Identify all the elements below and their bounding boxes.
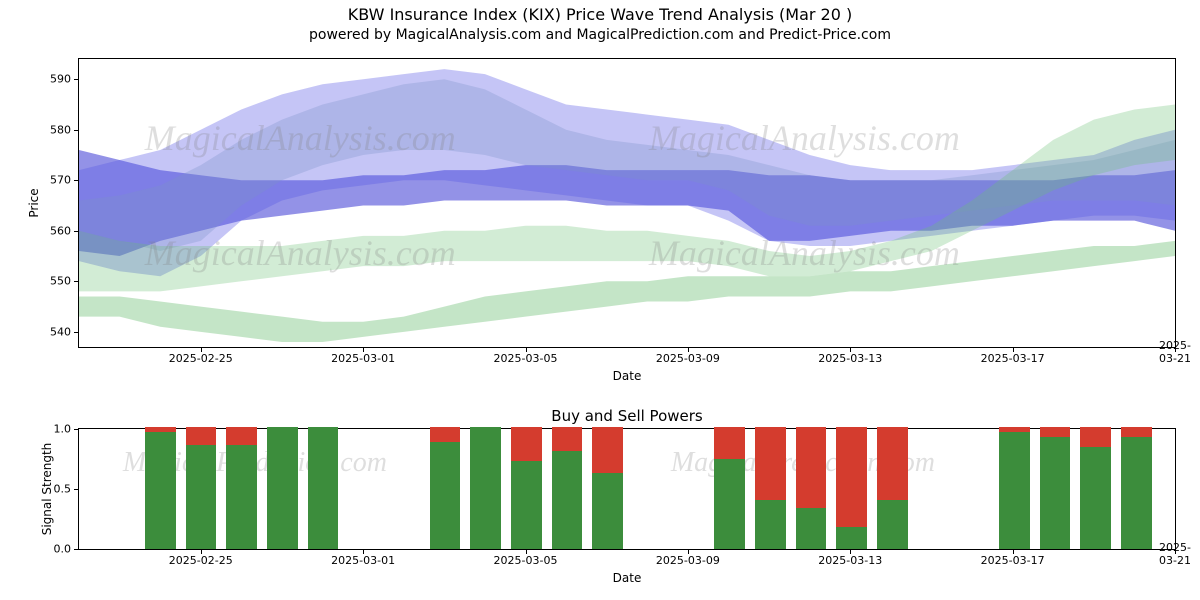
signal-bar — [267, 427, 298, 549]
buy-power-segment — [1040, 437, 1071, 549]
buy-power-segment — [308, 427, 339, 549]
buy-power-segment — [877, 500, 908, 549]
sell-power-segment — [592, 427, 623, 473]
x-tick-label: 2025-03-13 — [818, 554, 882, 567]
buy-power-segment — [796, 508, 827, 549]
x-tick-label: 2025-03-01 — [331, 352, 395, 365]
y-tick-label: 540 — [50, 325, 71, 338]
y-axis-label: Price — [27, 188, 41, 217]
buy-power-segment — [714, 459, 745, 549]
x-tick-label: 2025-02-25 — [169, 352, 233, 365]
buy-sell-panel: Buy and Sell Powers MagicalPrediction.co… — [78, 428, 1176, 550]
x-tick-label: 2025-03-21 — [1159, 339, 1191, 365]
sell-power-segment — [1040, 427, 1071, 437]
sell-power-segment — [226, 427, 257, 445]
y-tick-label: 1.0 — [54, 423, 72, 436]
y-axis-label: Signal Strength — [40, 443, 54, 536]
sell-power-segment — [511, 427, 542, 461]
sell-power-segment — [552, 427, 583, 451]
sell-power-segment — [755, 427, 786, 500]
signal-bar — [1121, 427, 1152, 549]
signal-bar — [836, 427, 867, 549]
signal-bar — [877, 427, 908, 549]
x-tick-label: 2025-03-09 — [656, 554, 720, 567]
signal-bar — [186, 427, 217, 549]
panel-title: Buy and Sell Powers — [551, 407, 702, 425]
signal-bar — [511, 427, 542, 549]
sell-power-segment — [145, 427, 176, 432]
signal-bar — [714, 427, 745, 549]
y-tick-label: 0.5 — [54, 483, 72, 496]
signal-bar — [1080, 427, 1111, 549]
buy-power-segment — [836, 527, 867, 549]
sell-power-segment — [836, 427, 867, 527]
sell-power-segment — [999, 427, 1030, 432]
y-tick-label: 550 — [50, 275, 71, 288]
signal-bar — [796, 427, 827, 549]
buy-power-segment — [511, 461, 542, 549]
signal-bar — [430, 427, 461, 549]
x-tick-label: 2025-03-01 — [331, 554, 395, 567]
x-tick-label: 2025-03-21 — [1159, 541, 1191, 567]
sell-power-segment — [1121, 427, 1152, 437]
sell-power-segment — [186, 427, 217, 445]
y-tick-label: 580 — [50, 123, 71, 136]
signal-bar — [592, 427, 623, 549]
x-axis-label: Date — [613, 571, 642, 585]
signal-bar — [226, 427, 257, 549]
x-axis-label: Date — [613, 369, 642, 383]
signal-bar — [145, 427, 176, 549]
y-tick-label: 590 — [50, 73, 71, 86]
signal-bar — [999, 427, 1030, 549]
signal-bar — [470, 427, 501, 549]
figure: KBW Insurance Index (KIX) Price Wave Tre… — [0, 0, 1200, 600]
buy-power-segment — [186, 445, 217, 549]
x-tick-label: 2025-02-25 — [169, 554, 233, 567]
sell-power-segment — [796, 427, 827, 508]
buy-power-segment — [1121, 437, 1152, 549]
signal-bar — [755, 427, 786, 549]
signal-bar — [552, 427, 583, 549]
buy-power-segment — [999, 432, 1030, 549]
chart-title: KBW Insurance Index (KIX) Price Wave Tre… — [0, 4, 1200, 26]
buy-power-segment — [430, 442, 461, 549]
sell-power-segment — [714, 427, 745, 459]
signal-bar — [1040, 427, 1071, 549]
x-tick-label: 2025-03-13 — [818, 352, 882, 365]
buy-power-segment — [226, 445, 257, 549]
x-tick-label: 2025-03-05 — [494, 352, 558, 365]
sell-power-segment — [877, 427, 908, 500]
buy-power-segment — [592, 473, 623, 549]
signal-bar — [308, 427, 339, 549]
y-tick-label: 570 — [50, 174, 71, 187]
sell-power-segment — [430, 427, 461, 442]
buy-power-segment — [1080, 447, 1111, 549]
price-wave-panel: MagicalAnalysis.com MagicalAnalysis.com … — [78, 58, 1176, 348]
buy-power-segment — [145, 432, 176, 549]
buy-power-segment — [470, 427, 501, 549]
chart-subtitle: powered by MagicalAnalysis.com and Magic… — [0, 26, 1200, 45]
x-tick-label: 2025-03-05 — [494, 554, 558, 567]
buy-power-segment — [755, 500, 786, 549]
x-tick-label: 2025-03-17 — [981, 352, 1045, 365]
x-tick-label: 2025-03-09 — [656, 352, 720, 365]
y-tick-label: 560 — [50, 224, 71, 237]
sell-power-segment — [1080, 427, 1111, 447]
x-tick-label: 2025-03-17 — [981, 554, 1045, 567]
y-tick-label: 0.0 — [54, 543, 72, 556]
buy-power-segment — [552, 451, 583, 549]
title-block: KBW Insurance Index (KIX) Price Wave Tre… — [0, 0, 1200, 44]
buy-power-segment — [267, 427, 298, 549]
wave-bands — [79, 59, 1175, 347]
